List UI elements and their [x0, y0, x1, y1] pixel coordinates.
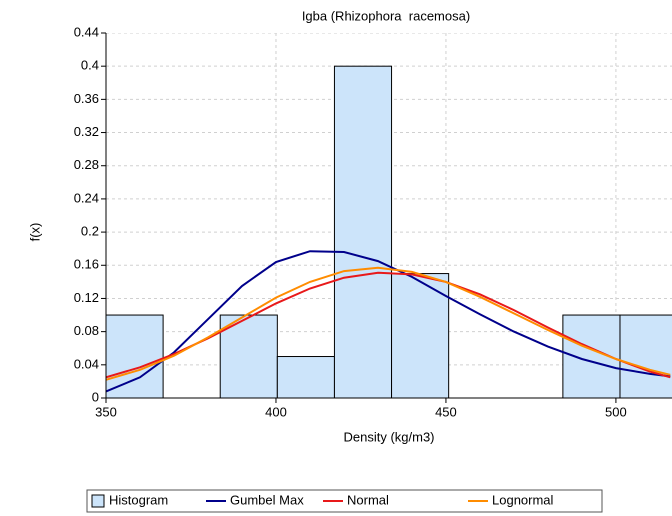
y-tick-label: 0.4 — [81, 58, 99, 73]
y-tick-label: 0.04 — [74, 356, 99, 371]
histogram-bar — [391, 273, 450, 399]
y-tick-label: 0.36 — [74, 91, 99, 106]
legend-swatch — [91, 494, 105, 508]
y-tick-label: 0.32 — [74, 124, 99, 139]
y-tick-label: 0 — [92, 389, 99, 404]
legend-label: Histogram — [109, 492, 168, 507]
y-axis-label: f(x) — [27, 223, 42, 242]
y-tick-label: 0.28 — [74, 157, 99, 172]
legend-box — [86, 489, 603, 513]
x-tick-label: 400 — [265, 404, 287, 419]
y-tick-label: 0.08 — [74, 323, 99, 338]
x-tick-label: 500 — [605, 404, 627, 419]
histogram-bar — [333, 65, 393, 399]
chart-title: Igba (Rhizophora racemosa) — [302, 8, 470, 23]
axes: 0 0.04 0.08 0.12 0.16 0.2 0.24 0.28 0.32 0.36 0.4 0… — [74, 24, 672, 419]
legend-label: Lognormal — [492, 492, 554, 507]
y-tick-label: 0.12 — [74, 290, 99, 305]
histogram-bar — [276, 356, 335, 399]
x-tick-label: 350 — [95, 404, 117, 419]
y-tick-label: 0.16 — [74, 257, 99, 272]
legend-label: Gumbel Max — [230, 492, 304, 507]
y-tick-label: 0.24 — [74, 190, 99, 205]
legend-label: Normal — [347, 492, 389, 507]
x-tick-label: 450 — [435, 404, 457, 419]
histogram-bar — [619, 314, 672, 399]
y-tick-label: 0.2 — [81, 224, 99, 239]
plot-area — [106, 33, 672, 399]
histogram-bar — [106, 314, 164, 399]
curve — [106, 266, 671, 381]
histogram-bar — [219, 314, 278, 399]
y-tick-label: 0.44 — [74, 24, 99, 39]
x-axis-label: Density (kg/m3) — [343, 429, 434, 444]
